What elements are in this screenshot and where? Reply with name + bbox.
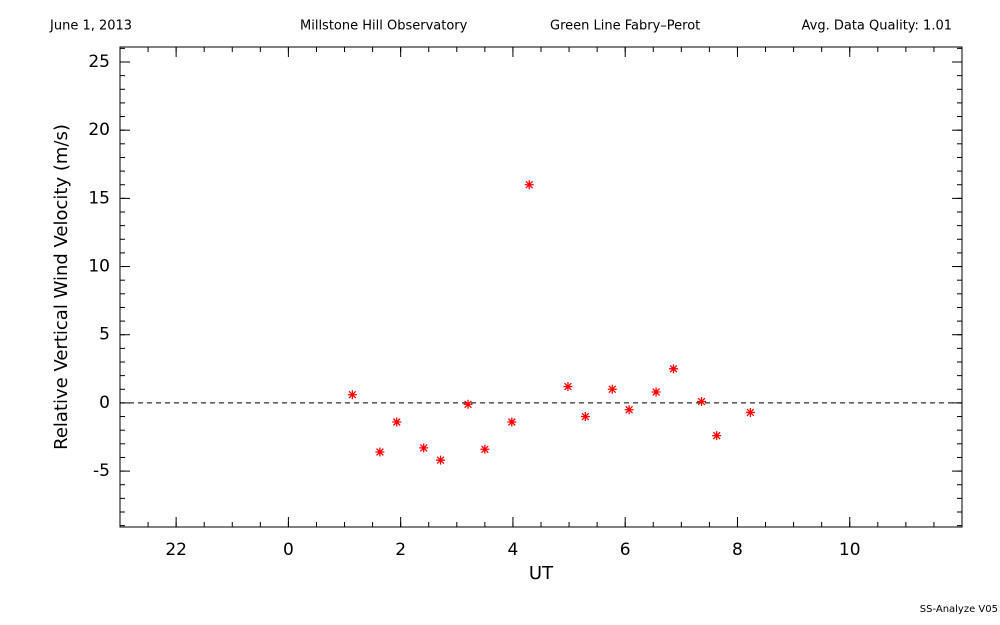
data-point — [524, 180, 534, 190]
data-point — [436, 455, 446, 465]
data-point — [375, 447, 385, 457]
instrument: Green Line Fabry–Perot — [550, 19, 700, 34]
data-point — [480, 444, 490, 454]
data-point — [419, 443, 429, 453]
y-tick-label: 20 — [88, 120, 110, 140]
data-quality: Avg. Data Quality: 1.01 — [802, 19, 952, 34]
data-point — [697, 397, 707, 407]
y-tick-label: 25 — [88, 52, 110, 72]
y-tick-label: 0 — [99, 393, 110, 413]
x-tick-label: 0 — [283, 540, 294, 560]
x-tick-label: 6 — [620, 540, 631, 560]
data-point — [624, 405, 634, 415]
data-point — [651, 387, 661, 397]
observatory: Millstone Hill Observatory — [300, 19, 468, 34]
x-tick-label: 10 — [839, 540, 861, 560]
data-point — [347, 390, 357, 400]
y-tick-label: 15 — [88, 188, 110, 208]
x-axis-label: UT — [529, 563, 554, 584]
footer: SS-Analyze V05 — [920, 604, 998, 615]
plot-frame — [119, 46, 963, 528]
data-point — [580, 412, 590, 422]
date: June 1, 2013 — [49, 19, 132, 34]
x-tick-label: 4 — [508, 540, 519, 560]
data-point — [507, 417, 517, 427]
data-point — [607, 384, 617, 394]
x-tick-label: 2 — [395, 540, 406, 560]
x-tick-label: 8 — [732, 540, 743, 560]
x-tick-label: 22 — [165, 540, 187, 560]
data-point — [463, 399, 473, 409]
data-point — [668, 364, 678, 374]
y-tick-label: -5 — [93, 461, 110, 481]
data-point — [745, 407, 755, 417]
data-point — [392, 417, 402, 427]
y-tick-label: 5 — [99, 325, 110, 345]
data-point — [563, 382, 573, 392]
y-tick-label: 10 — [88, 257, 110, 277]
y-axis-label: Relative Vertical Wind Velocity (m/s) — [51, 124, 72, 450]
data-point — [712, 431, 722, 441]
